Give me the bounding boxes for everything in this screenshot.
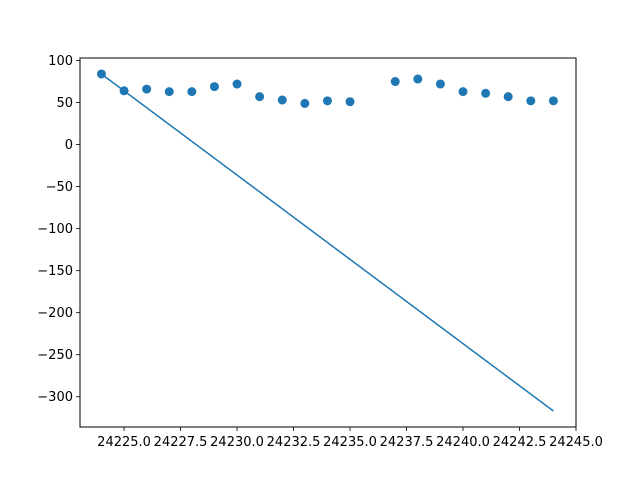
x-tick-label: 24230.0 <box>210 435 264 450</box>
scatter-point <box>322 96 332 106</box>
scatter-point <box>164 87 174 97</box>
scatter-point <box>503 92 513 102</box>
scatter-point <box>413 74 423 84</box>
y-tick-label: 50 <box>56 96 73 111</box>
y-tick-label: 0 <box>65 138 73 153</box>
scatter-point <box>209 82 219 92</box>
scatter-point <box>526 96 536 106</box>
scatter-point <box>390 77 400 87</box>
y-tick-label: −50 <box>46 180 73 195</box>
scatter-point <box>435 79 445 89</box>
y-tick-label: −100 <box>37 222 73 237</box>
scatter-point <box>277 95 287 105</box>
x-tick-label: 24237.5 <box>380 435 434 450</box>
scatter-point <box>300 98 310 108</box>
x-tick-label: 24240.0 <box>436 435 490 450</box>
scatter-point <box>187 87 197 97</box>
series-layer <box>96 69 558 412</box>
scatter-point <box>255 92 265 102</box>
plot-frame <box>79 57 577 428</box>
y-tick-label: −250 <box>37 348 73 363</box>
y-tick-label: −150 <box>37 264 73 279</box>
series-line <box>101 73 554 412</box>
x-tick-label: 24227.5 <box>154 435 208 450</box>
y-tick-label: −200 <box>37 306 73 321</box>
scatter-point <box>481 88 491 98</box>
x-tick-label: 24232.5 <box>267 435 321 450</box>
x-tick-label: 24235.0 <box>323 435 377 450</box>
ticks-layer: 24225.0 24227.5 24230.0 24232.5 24235.0 24237… <box>37 54 603 450</box>
x-tick-label: 24225.0 <box>97 435 151 450</box>
y-tick-label: 100 <box>48 54 73 69</box>
scatter-point <box>232 79 242 89</box>
x-tick-label: 24242.5 <box>493 435 547 450</box>
x-tick-label: 24245.0 <box>549 435 603 450</box>
scatter-point <box>142 84 152 94</box>
y-tick-label: −300 <box>37 390 73 405</box>
scatter-point <box>345 97 355 107</box>
scatter-point <box>548 96 558 106</box>
scatter-point <box>458 87 468 97</box>
